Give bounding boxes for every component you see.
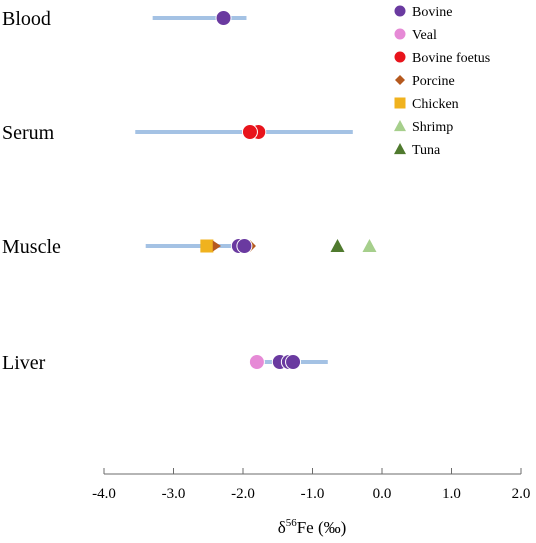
x-axis-title-superscript: 56 [286, 517, 298, 529]
range-bars [135, 16, 353, 364]
legend-marker-bovine-foetus [393, 50, 407, 64]
x-tick-label: 0.0 [373, 486, 392, 502]
data-point-veal-liver [248, 354, 265, 370]
legend-marker-tuna [394, 143, 406, 155]
data-point-marker-muscle [212, 240, 221, 252]
legend-marker-porcine [395, 75, 405, 85]
legend-marker-shrimp [394, 120, 406, 132]
data-point-bovine-liver [285, 354, 302, 370]
legend-label-shrimp: Shrimp [412, 120, 453, 135]
x-axis-title-suffix: Fe (‰) [297, 518, 347, 537]
legend-item-tuna: Tuna [394, 143, 441, 158]
legend-label-porcine: Porcine [412, 74, 455, 89]
x-tick-label: 1.0 [442, 486, 461, 502]
x-tick-label: -4.0 [92, 486, 116, 502]
x-axis-ticks: -4.0 -3.0 -2.0 -1.0 0.0 1.0 2.0 [92, 468, 530, 502]
x-tick-label: -2.0 [231, 486, 255, 502]
category-label-serum: Serum [2, 122, 55, 144]
legend-label-veal: Veal [412, 28, 437, 43]
data-point-shrimp-muscle [362, 239, 377, 252]
data-point-bovine-blood [215, 10, 232, 26]
category-label-liver: Liver [2, 352, 46, 374]
legend-marker-bovine [393, 4, 407, 18]
x-axis: -4.0 -3.0 -2.0 -1.0 0.0 1.0 2.0 [92, 468, 530, 502]
data-point-bovine-foetus-serum [241, 124, 258, 140]
data-point-bovine-muscle [236, 238, 253, 254]
legend-label-bovine-foetus: Bovine foetus [412, 51, 490, 66]
legend-item-bovine-foetus: Bovine foetus [393, 50, 490, 66]
legend-label-chicken: Chicken [412, 97, 459, 112]
x-axis-title: δ56Fe (‰) [278, 517, 347, 537]
x-tick-label: -3.0 [162, 486, 186, 502]
legend-marker-veal [393, 27, 407, 41]
legend-item-veal: Veal [393, 27, 437, 43]
x-tick-label: 2.0 [512, 486, 531, 502]
data-point-tuna-muscle [330, 239, 345, 252]
legend-item-porcine: Porcine [395, 74, 455, 89]
legend-item-shrimp: Shrimp [394, 120, 453, 135]
x-tick-label: -1.0 [301, 486, 325, 502]
legend-label-tuna: Tuna [412, 143, 441, 158]
legend-item-bovine: Bovine [393, 4, 452, 20]
x-axis-title-prefix: δ [278, 518, 286, 537]
legend: Bovine Veal Bovine foetus Porcine Chicken Shr… [393, 4, 490, 158]
data-points [200, 10, 377, 370]
category-label-blood: Blood [2, 8, 51, 30]
data-point-chicken-muscle [200, 239, 214, 253]
legend-label-bovine: Bovine [412, 5, 452, 20]
legend-item-chicken: Chicken [394, 97, 459, 112]
category-label-muscle: Muscle [2, 236, 61, 258]
category-labels: Blood Serum Muscle Liver [2, 8, 61, 374]
legend-marker-chicken [394, 97, 406, 109]
